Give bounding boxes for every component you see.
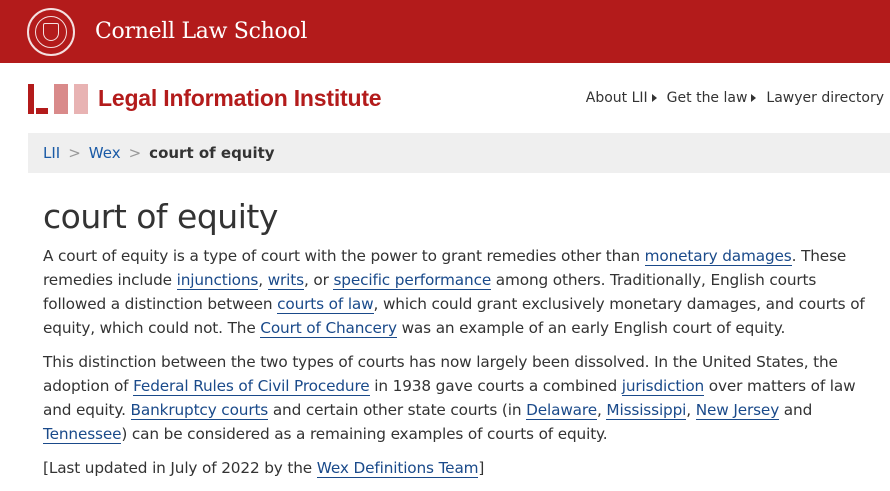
site-header: Legal Information Institute About LII Ge… xyxy=(0,63,890,133)
cornell-law-school-link[interactable]: Cornell Law School xyxy=(95,19,308,44)
wex-link[interactable]: Delaware xyxy=(526,401,597,420)
article: court of equity A court of equity is a t… xyxy=(0,197,890,480)
breadcrumb-current: court of equity xyxy=(149,144,275,162)
paragraph: [Last updated in July of 2022 by the Wex… xyxy=(43,456,880,480)
breadcrumb-wex[interactable]: Wex xyxy=(88,144,121,162)
text: and xyxy=(779,401,813,419)
breadcrumb-lii[interactable]: LII xyxy=(43,144,61,162)
text: , xyxy=(258,271,268,289)
text: ] xyxy=(478,459,485,477)
breadcrumb: LII > Wex > court of equity xyxy=(28,133,890,173)
wex-link[interactable]: Mississippi xyxy=(606,401,687,420)
wex-link[interactable]: monetary damages xyxy=(644,247,792,266)
wex-link[interactable]: Federal Rules of Civil Procedure xyxy=(133,377,370,396)
text: in 1938 gave courts a combined xyxy=(369,377,622,395)
breadcrumb-separator: > xyxy=(68,144,81,162)
text: was an example of an early English court… xyxy=(396,319,786,337)
wex-link[interactable]: specific performance xyxy=(333,271,492,290)
paragraph: This distinction between the two types o… xyxy=(43,350,880,446)
lii-logo[interactable]: Legal Information Institute xyxy=(28,82,382,114)
cornell-banner: Cornell Law School xyxy=(0,0,890,63)
wex-link[interactable]: writs xyxy=(267,271,304,290)
text: ) can be considered as a remaining examp… xyxy=(121,425,608,443)
text: , or xyxy=(303,271,334,289)
caret-right-icon xyxy=(751,94,757,102)
text: [Last updated in July of 2022 by the xyxy=(43,459,317,477)
text: over matters of law and equity. xyxy=(43,377,856,419)
nav-label: Get the law xyxy=(666,90,748,106)
wex-link[interactable]: courts of law xyxy=(277,295,374,314)
wex-link[interactable]: Wex Definitions Team xyxy=(316,459,479,478)
wex-link[interactable]: jurisdiction xyxy=(621,377,705,396)
nav-get-the-law[interactable]: Get the law xyxy=(667,90,757,106)
text: among others. Traditionally, English cou… xyxy=(43,271,817,313)
wex-link[interactable]: Bankruptcy courts xyxy=(130,401,269,420)
page-title: court of equity xyxy=(43,197,278,236)
wex-link[interactable]: Court of Chancery xyxy=(260,319,397,338)
caret-right-icon xyxy=(651,94,657,102)
text: . These remedies include xyxy=(43,247,847,289)
text: , xyxy=(686,401,696,419)
article-body: A court of equity is a type of court wit… xyxy=(43,244,880,480)
nav-lawyer-directory[interactable]: Lawyer directory xyxy=(766,90,884,106)
top-nav: About LII Get the law Lawyer directory xyxy=(586,90,884,106)
text: , xyxy=(596,401,607,419)
nav-label: About LII xyxy=(585,90,648,106)
text: and certain other state courts (in xyxy=(268,401,527,419)
text: This distinction between the two types o… xyxy=(43,353,838,395)
wex-link[interactable]: New Jersey xyxy=(695,401,780,420)
text: , which could grant exclusively monetary… xyxy=(43,295,865,337)
text: A court of equity is a type of court wit… xyxy=(43,247,645,265)
cornell-seal-icon[interactable] xyxy=(27,7,75,56)
nav-about-lii[interactable]: About LII xyxy=(586,90,657,106)
lii-logo-text: Legal Information Institute xyxy=(98,84,382,111)
wex-link[interactable]: Tennessee xyxy=(43,425,122,444)
lii-logo-mark-icon xyxy=(28,82,88,114)
breadcrumb-separator: > xyxy=(128,144,142,162)
nav-label: Lawyer directory xyxy=(766,90,884,106)
paragraph: A court of equity is a type of court wit… xyxy=(43,244,880,340)
wex-link[interactable]: injunctions xyxy=(176,271,259,290)
